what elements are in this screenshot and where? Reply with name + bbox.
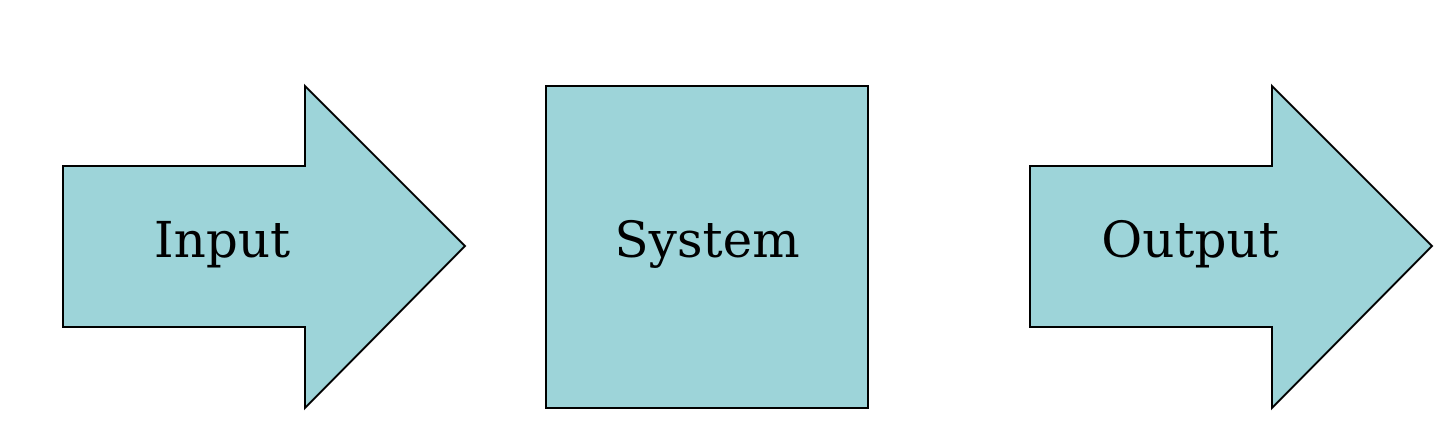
- system-label: System: [614, 211, 799, 269]
- system-box-shape: [545, 85, 869, 409]
- output-node: Output: [1029, 83, 1434, 411]
- output-label: Output: [1101, 211, 1279, 269]
- input-node: Input: [62, 83, 467, 411]
- system-node: System: [545, 85, 869, 409]
- input-arrow-shape: [62, 83, 467, 411]
- output-arrow-shape: [1029, 83, 1434, 411]
- input-label: Input: [154, 211, 290, 269]
